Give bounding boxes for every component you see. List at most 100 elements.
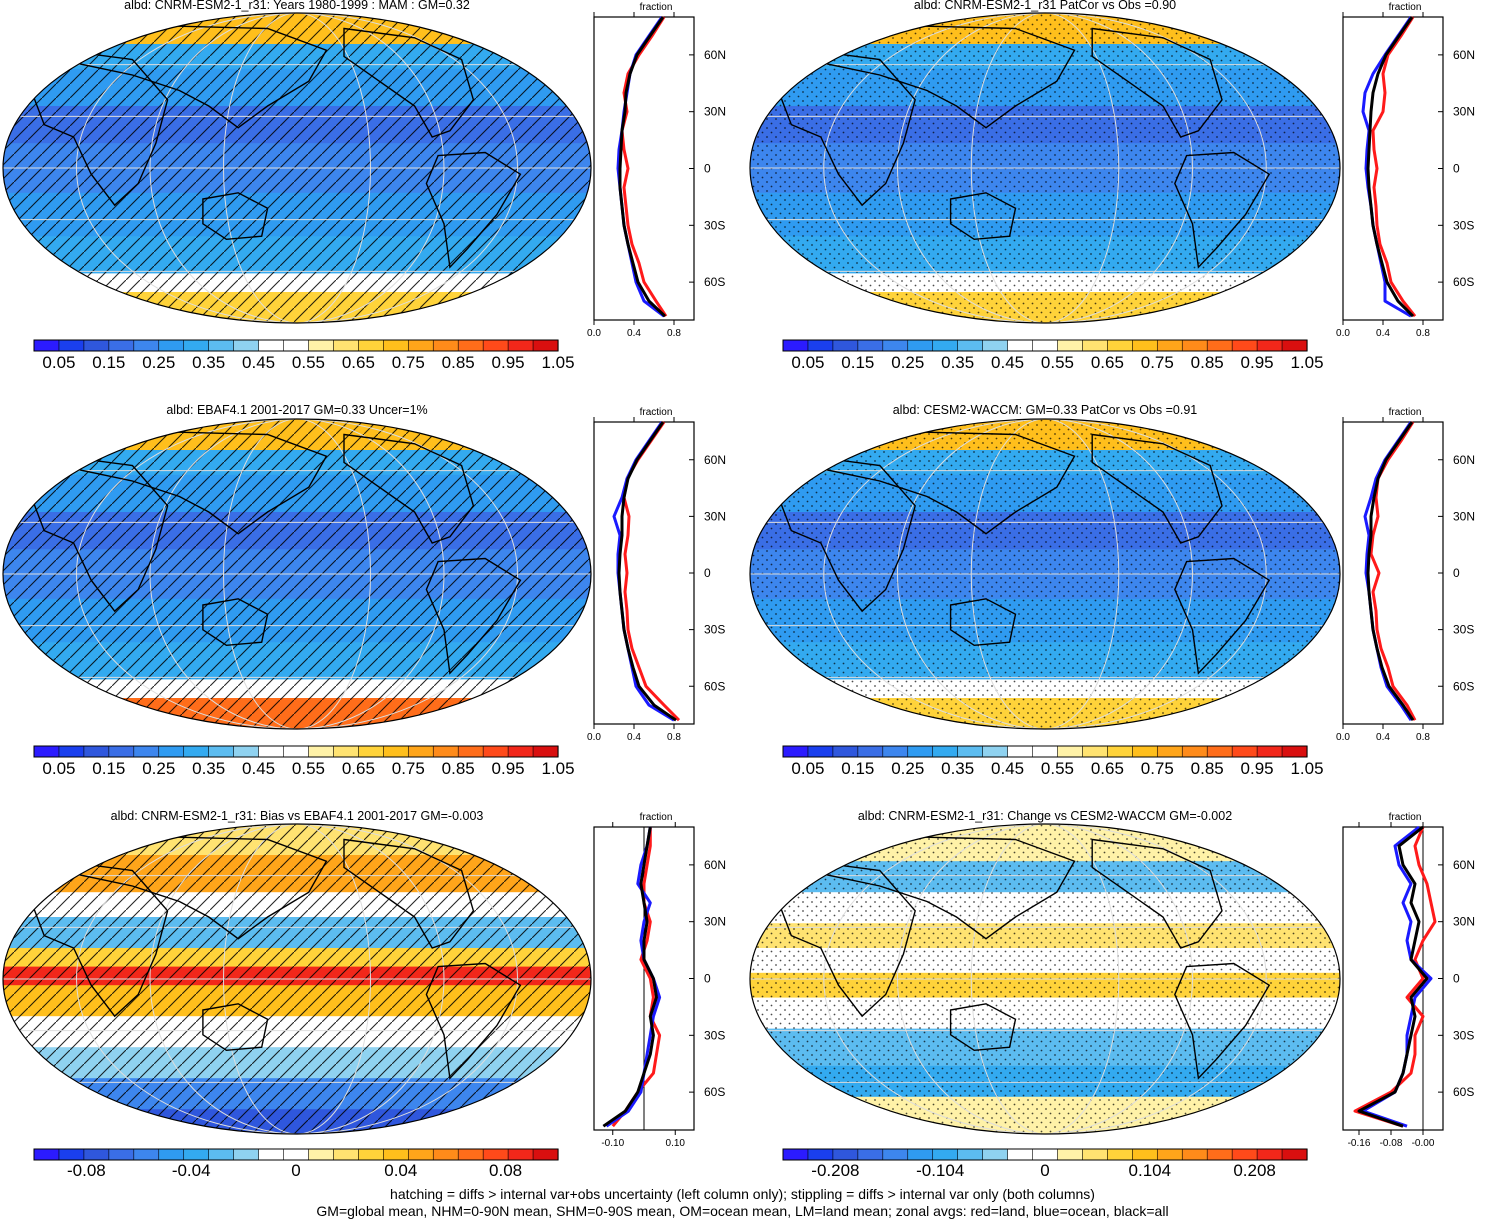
panel-title: albd: CNRM-ESM2-1_r31: Change vs CESM2-W…: [858, 809, 1232, 823]
zonal-lat-label: 60S: [1453, 275, 1474, 289]
colorbar-swatch: [432, 745, 459, 758]
colorbar-swatch: [208, 339, 235, 352]
zonal-lat-label: 60N: [704, 453, 726, 467]
zonal-lat-label: 30N: [704, 105, 726, 119]
colorbar-tick-label: 0.04: [384, 1161, 417, 1180]
colorbar-swatch: [133, 1148, 160, 1161]
colorbar: 0.05 0.15 0.25 0.35 0.45 0.55 0.65 0.75 0.85 0.95…: [782, 339, 1324, 372]
colorbar-swatch: [358, 745, 384, 758]
colorbar: 0.05 0.15 0.25 0.35 0.45 0.55 0.65 0.75 0.85 0.95…: [782, 745, 1324, 778]
colorbar-swatch: [807, 1148, 834, 1161]
zonal-lat-label: 0: [1453, 162, 1460, 176]
colorbar-swatch: [1057, 339, 1084, 352]
colorbar-swatch: [58, 339, 85, 352]
zonal-lat-label: 0: [1453, 972, 1460, 986]
zonal-x-tick-label: 0.4: [627, 732, 641, 743]
zonal-series-all: [1366, 421, 1415, 722]
colorbar-swatch: [1231, 745, 1258, 758]
zonal-x-tick-label: 0.0: [587, 732, 601, 743]
colorbar-tick-label: 0.85: [442, 353, 475, 372]
colorbar-swatch: [83, 1148, 110, 1161]
colorbar-tick-label: 0.05: [42, 353, 75, 372]
zonal-lat-label: 60S: [704, 1085, 725, 1099]
colorbar-swatch: [158, 1148, 185, 1161]
colorbar-swatch: [58, 745, 85, 758]
colorbar-swatch: [957, 745, 984, 758]
colorbar-tick-label: 1.05: [541, 353, 574, 372]
colorbar-swatch: [233, 1148, 260, 1161]
colorbar-tick-label: 0.95: [492, 759, 525, 778]
colorbar-swatch: [283, 745, 310, 758]
map-field: [3, 824, 591, 1134]
colorbar-tick-label: 0.25: [142, 759, 175, 778]
colorbar-swatch: [882, 339, 909, 352]
colorbar-swatch: [507, 1148, 534, 1161]
zonal-lat-label: 0: [704, 566, 711, 580]
colorbar-swatch: [432, 1148, 459, 1161]
zonal-title: fraction: [1389, 812, 1422, 823]
zonal-title: fraction: [1389, 407, 1422, 418]
coastlines: [31, 829, 534, 1080]
zonal-title: fraction: [1389, 2, 1422, 13]
zonal-x-tick-label: 0.8: [1416, 732, 1430, 743]
panel-3: albd: EBAF4.1 2001-2017 GM=0.33 Uncer=1%…: [2, 403, 726, 778]
colorbar-swatch: [1107, 745, 1133, 758]
colorbar-swatch: [83, 745, 110, 758]
zonal-lat-label: 0: [1453, 566, 1460, 580]
colorbar-swatch: [532, 1148, 559, 1161]
colorbar-swatch: [1057, 1148, 1084, 1161]
colorbar-swatch: [1206, 1148, 1233, 1161]
zonal-lat-label: 30N: [1453, 509, 1475, 523]
colorbar-swatch: [1082, 745, 1108, 758]
colorbar-swatch: [108, 1148, 135, 1161]
colorbar-tick-label: 0.85: [442, 759, 475, 778]
colorbar-swatch: [1156, 339, 1183, 352]
colorbar-swatch: [507, 339, 534, 352]
colorbar-swatch: [208, 745, 235, 758]
zonal-average-plot: fraction 0.0 0.4 0.8 60N 30N 0 30S 60S: [587, 2, 726, 339]
colorbar-tick-label: 0.208: [1233, 1161, 1276, 1180]
panel-6: albd: CNRM-ESM2-1_r31: Change vs CESM2-W…: [749, 809, 1475, 1180]
colorbar-swatch: [482, 339, 509, 352]
colorbar-swatch: [1007, 745, 1034, 758]
colorbar-tick-label: 0.08: [489, 1161, 522, 1180]
colorbar-swatch: [308, 1148, 335, 1161]
zonal-lat-label: 0: [704, 972, 711, 986]
colorbar-swatch: [782, 1148, 809, 1161]
colorbar-swatch: [258, 339, 285, 352]
colorbar-tick-label: 0.85: [1191, 353, 1224, 372]
zonal-series-land: [1353, 826, 1437, 1128]
colorbar-swatch: [1281, 1148, 1308, 1161]
colorbar-tick-label: 0.45: [991, 759, 1024, 778]
colorbar-tick-label: -0.104: [916, 1161, 964, 1180]
zonal-x-tick-label: -0.10: [601, 1138, 624, 1149]
colorbar-swatch: [1132, 1148, 1158, 1161]
colorbar-swatch: [233, 339, 260, 352]
panel-1: albd: CNRM-ESM2-1_r31: Years 1980-1999 :…: [2, 0, 726, 372]
colorbar-swatch: [1281, 745, 1308, 758]
colorbar-swatch: [383, 745, 409, 758]
colorbar-swatch: [407, 1148, 434, 1161]
zonal-average-plot: fraction 0.0 0.4 0.8 60N 30N 0 30S 60S: [587, 407, 726, 743]
colorbar-swatch: [482, 745, 509, 758]
colorbar: 0.05 0.15 0.25 0.35 0.45 0.55 0.65 0.75 0.85 0.95…: [33, 339, 575, 372]
zonal-series-all: [617, 421, 677, 722]
panel-title: albd: EBAF4.1 2001-2017 GM=0.33 Uncer=1%: [166, 403, 427, 417]
colorbar-swatch: [133, 745, 160, 758]
zonal-lat-label: 30S: [1453, 623, 1474, 637]
colorbar-swatch: [1132, 745, 1158, 758]
colorbar-swatch: [832, 745, 859, 758]
zonal-title: fraction: [640, 2, 673, 13]
colorbar-tick-label: 0.25: [891, 353, 924, 372]
colorbar-swatch: [1181, 339, 1208, 352]
colorbar-swatch: [308, 339, 335, 352]
colorbar-swatch: [158, 339, 185, 352]
zonal-lat-label: 60S: [704, 679, 725, 693]
colorbar-swatch: [957, 1148, 984, 1161]
colorbar-swatch: [258, 745, 285, 758]
panel-title: albd: CNRM-ESM2-1_r31: Bias vs EBAF4.1 2…: [111, 809, 484, 823]
colorbar-tick-label: 0.15: [92, 353, 125, 372]
footer-line-1: hatching = diffs > internal var+obs unce…: [390, 1186, 1095, 1202]
colorbar-swatch: [482, 1148, 509, 1161]
colorbar-swatch: [383, 339, 409, 352]
